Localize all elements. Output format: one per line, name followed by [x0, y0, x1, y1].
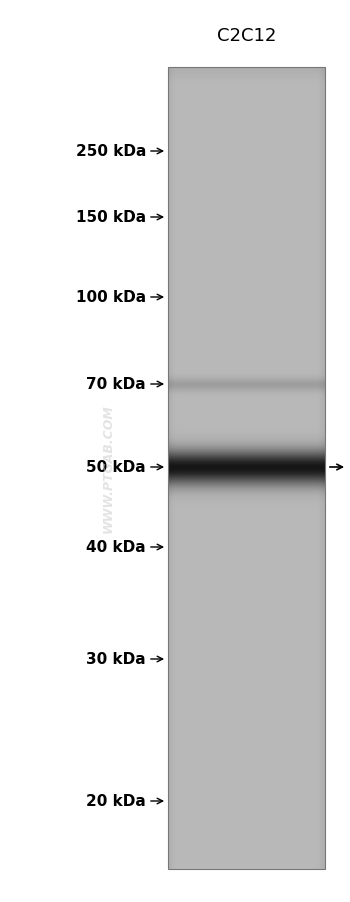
Text: 30 kDa: 30 kDa [86, 652, 146, 667]
Text: 20 kDa: 20 kDa [86, 794, 146, 808]
Text: 70 kDa: 70 kDa [86, 377, 146, 392]
Text: WWW.PTGAB.COM: WWW.PTGAB.COM [102, 404, 114, 533]
Text: C2C12: C2C12 [217, 27, 276, 45]
Text: 40 kDa: 40 kDa [86, 540, 146, 555]
Text: 150 kDa: 150 kDa [76, 210, 146, 226]
Text: 250 kDa: 250 kDa [76, 144, 146, 160]
Text: 50 kDa: 50 kDa [86, 460, 146, 475]
Bar [168, 68, 325, 869]
Text: 100 kDa: 100 kDa [76, 290, 146, 305]
